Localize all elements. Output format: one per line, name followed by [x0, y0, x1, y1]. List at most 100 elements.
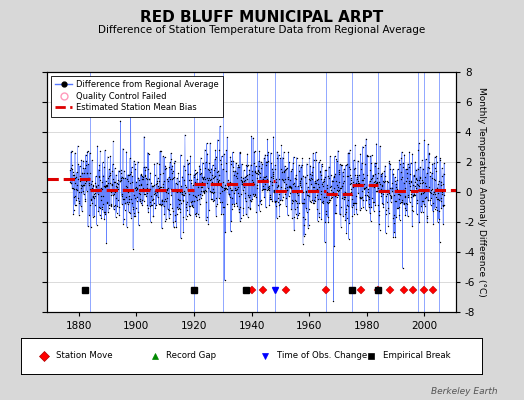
Point	[432, 194, 440, 200]
Point	[292, 176, 300, 182]
Point	[236, 177, 245, 183]
Point	[353, 174, 361, 180]
Point	[384, 204, 392, 211]
Point	[80, 170, 89, 176]
Point	[222, 147, 231, 154]
Point	[66, 178, 74, 185]
Point	[336, 185, 345, 192]
Point	[106, 180, 114, 186]
Point	[252, 163, 260, 170]
Point	[383, 178, 391, 184]
Point	[326, 183, 335, 189]
Point	[245, 194, 254, 200]
Point	[167, 186, 175, 192]
Point	[234, 164, 242, 170]
Point	[234, 184, 242, 190]
Point	[271, 166, 279, 172]
Point	[234, 162, 243, 168]
Point	[256, 174, 264, 180]
Point	[225, 181, 233, 188]
Point	[277, 142, 286, 148]
Point	[110, 191, 118, 198]
Point	[160, 154, 169, 160]
Point	[347, 177, 355, 183]
Point	[249, 134, 257, 141]
Point	[438, 173, 446, 180]
Point	[105, 166, 113, 172]
Point	[103, 183, 111, 189]
Point	[166, 176, 174, 182]
Point	[318, 180, 326, 187]
Point	[329, 189, 337, 196]
Point	[166, 159, 174, 166]
Point	[124, 189, 132, 196]
Point	[108, 192, 117, 198]
Point	[144, 205, 152, 212]
Point	[206, 189, 215, 195]
Point	[376, 143, 384, 149]
Point	[181, 189, 190, 196]
Point	[401, 166, 410, 172]
Point	[191, 167, 199, 174]
Point	[155, 161, 163, 167]
Point	[195, 214, 203, 220]
Point	[312, 149, 320, 156]
Point	[290, 227, 298, 234]
Point	[214, 178, 222, 185]
Point	[211, 147, 220, 153]
Point	[203, 150, 211, 157]
Point	[263, 176, 271, 182]
Point	[178, 173, 187, 180]
Point	[67, 164, 75, 171]
Point	[429, 200, 438, 206]
Point	[381, 211, 390, 218]
Point	[297, 189, 305, 196]
Point	[114, 177, 123, 183]
Text: Empirical Break: Empirical Break	[383, 352, 451, 360]
Point	[216, 190, 224, 196]
Point	[171, 180, 180, 186]
Point	[89, 213, 97, 220]
Point	[215, 156, 224, 163]
Point	[205, 160, 213, 166]
Point	[314, 210, 323, 216]
Point	[409, 182, 418, 188]
Point	[179, 197, 187, 204]
Point	[377, 183, 386, 189]
Point	[71, 150, 79, 156]
Point	[271, 179, 280, 186]
Point	[80, 182, 88, 188]
Point	[255, 148, 264, 154]
Point	[341, 210, 350, 217]
Point	[209, 198, 217, 204]
Point	[300, 231, 309, 238]
Point	[83, 148, 92, 154]
Point	[276, 155, 285, 162]
Point	[350, 166, 358, 172]
Point	[362, 136, 370, 142]
Point	[287, 168, 295, 175]
Point	[348, 184, 357, 190]
Point	[201, 159, 210, 165]
Point	[204, 176, 213, 183]
Point	[347, 192, 356, 198]
Point	[411, 179, 420, 185]
Point	[112, 214, 120, 221]
Point	[95, 203, 103, 210]
Point	[301, 180, 310, 186]
Point	[344, 236, 353, 242]
Point	[94, 182, 102, 188]
Point	[427, 202, 435, 208]
Point	[164, 178, 172, 184]
Point	[403, 201, 411, 208]
Point	[141, 172, 149, 178]
Point	[196, 171, 204, 178]
Point	[170, 186, 179, 192]
Point	[272, 215, 281, 221]
Point	[431, 165, 439, 172]
Point	[277, 197, 286, 204]
Point	[417, 191, 425, 197]
Point	[147, 197, 156, 204]
Point	[403, 160, 412, 167]
Point	[158, 196, 166, 203]
